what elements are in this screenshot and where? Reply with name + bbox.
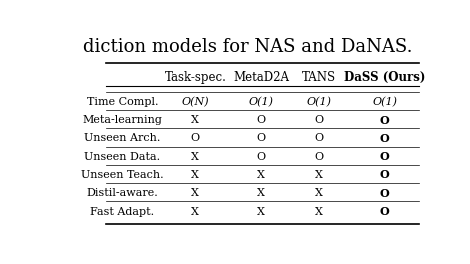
Text: O(N): O(N) <box>181 97 209 107</box>
Text: X: X <box>191 115 199 125</box>
Text: Unseen Data.: Unseen Data. <box>85 152 161 162</box>
Text: X: X <box>257 170 265 180</box>
Text: Fast Adapt.: Fast Adapt. <box>90 207 155 216</box>
Text: O: O <box>256 115 266 125</box>
Text: O: O <box>256 152 266 162</box>
Text: O: O <box>380 206 390 217</box>
Text: O: O <box>314 152 324 162</box>
Text: DaSS (Ours): DaSS (Ours) <box>344 71 425 84</box>
Text: O(1): O(1) <box>307 97 332 107</box>
Text: O: O <box>314 133 324 143</box>
Text: O(1): O(1) <box>249 97 274 107</box>
Text: Meta-learning: Meta-learning <box>83 115 163 125</box>
Text: Task-spec.: Task-spec. <box>164 71 226 84</box>
Text: X: X <box>257 207 265 216</box>
Text: O: O <box>256 133 266 143</box>
Text: X: X <box>257 188 265 198</box>
Text: O: O <box>380 188 390 199</box>
Text: MetaD2A: MetaD2A <box>233 71 289 84</box>
Text: Unseen Teach.: Unseen Teach. <box>81 170 164 180</box>
Text: O: O <box>191 133 200 143</box>
Text: O: O <box>314 115 324 125</box>
Text: O(1): O(1) <box>372 97 397 107</box>
Text: X: X <box>315 170 323 180</box>
Text: diction models for NAS and DaNAS.: diction models for NAS and DaNAS. <box>83 38 413 56</box>
Text: X: X <box>315 188 323 198</box>
Text: O: O <box>380 169 390 181</box>
Text: O: O <box>380 133 390 144</box>
Text: Time Compl.: Time Compl. <box>87 97 158 107</box>
Text: Unseen Arch.: Unseen Arch. <box>84 133 161 143</box>
Text: O: O <box>380 115 390 126</box>
Text: X: X <box>191 170 199 180</box>
Text: TANS: TANS <box>302 71 336 84</box>
Text: X: X <box>315 207 323 216</box>
Text: X: X <box>191 188 199 198</box>
Text: X: X <box>191 207 199 216</box>
Text: Distil-aware.: Distil-aware. <box>86 188 158 198</box>
Text: X: X <box>191 152 199 162</box>
Text: O: O <box>380 151 390 162</box>
